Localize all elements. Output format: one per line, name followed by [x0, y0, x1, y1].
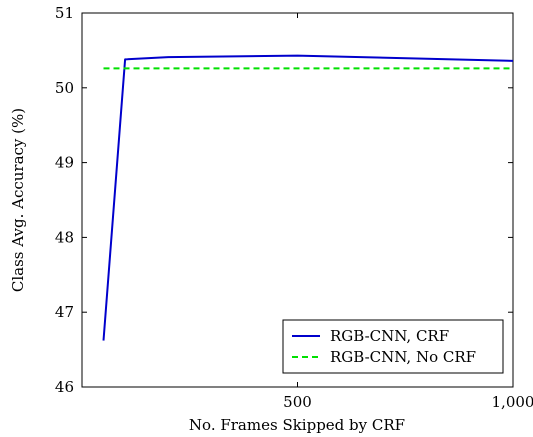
y-tick-label: 50: [55, 79, 74, 97]
y-tick-label: 46: [55, 378, 74, 396]
x-tick-label: 1,000: [492, 393, 533, 411]
y-axis-title: Class Avg. Accuracy (%): [9, 108, 27, 292]
legend: RGB-CNN, CRF RGB-CNN, No CRF: [282, 319, 504, 374]
x-tick-label: 500: [283, 393, 312, 411]
y-tick-label: 49: [55, 154, 74, 172]
y-tick-label: 48: [55, 228, 74, 246]
x-axis-ticks: 500 1,000: [283, 13, 533, 411]
legend-label-rgb-cnn-no-crf: RGB-CNN, No CRF: [330, 348, 476, 366]
y-tick-label: 47: [55, 303, 74, 321]
legend-label-rgb-cnn-crf: RGB-CNN, CRF: [330, 327, 449, 345]
x-axis-title: No. Frames Skipped by CRF: [189, 416, 405, 434]
y-axis-ticks: 46 47 48 49 50 51: [55, 4, 513, 396]
series-layer: [102, 54, 514, 341]
series-line-0: [102, 54, 514, 341]
legend-box: [282, 319, 504, 374]
y-tick-label: 51: [55, 4, 74, 22]
